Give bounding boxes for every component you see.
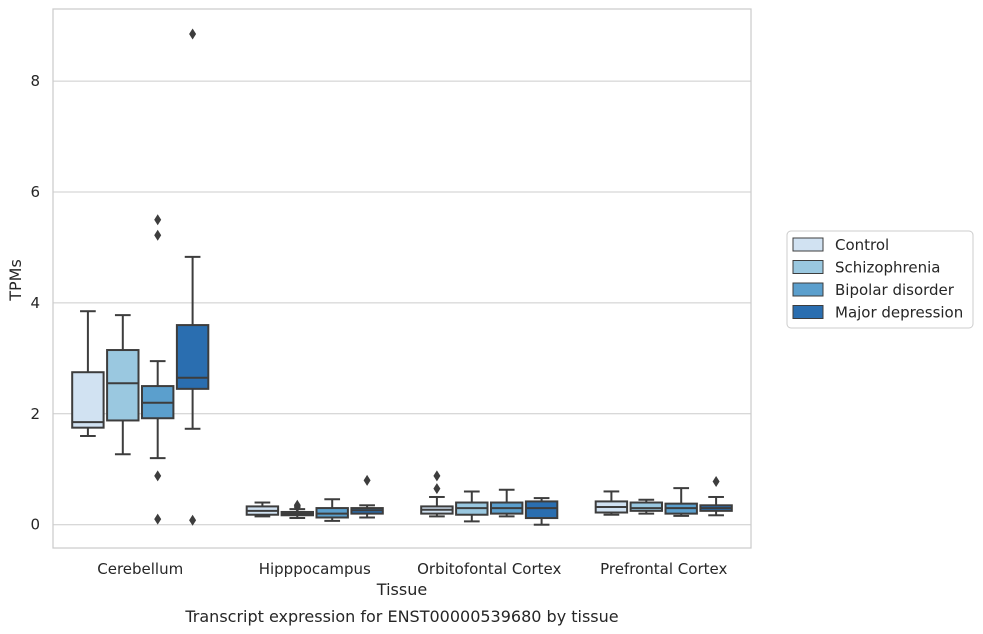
box-group	[524, 497, 559, 526]
plot-border	[52, 8, 752, 549]
outlier-point	[363, 474, 371, 486]
outlier-point	[154, 470, 162, 482]
y-tick-label: 2	[30, 405, 40, 423]
box-group	[280, 499, 315, 520]
box-group	[350, 474, 384, 519]
x-axis-title: Tissue	[376, 580, 427, 599]
x-axis-ticks: Cerebellum Hipppocampus Orbitofontal Corte…	[97, 560, 727, 578]
box-group	[664, 487, 698, 517]
box-group	[699, 475, 733, 517]
chart-caption: Transcript expression for ENST0000053968…	[184, 607, 618, 626]
y-tick-label: 4	[30, 294, 40, 312]
box-group	[245, 501, 280, 518]
outlier-point	[154, 229, 162, 241]
outlier-point	[293, 501, 301, 513]
legend-swatch	[792, 305, 824, 319]
box-group	[489, 488, 524, 518]
y-axis-ticks: 0 2 4 6 8	[30, 72, 40, 534]
legend-swatch	[792, 237, 824, 252]
box-group	[420, 470, 454, 518]
legend-label: Major depression	[835, 304, 963, 322]
box-marks	[71, 28, 733, 526]
y-tick-label: 6	[30, 183, 40, 201]
legend-swatch	[792, 260, 824, 274]
outlier-point	[189, 514, 197, 526]
legend-frame	[786, 230, 974, 329]
legend-label: Control	[835, 236, 889, 254]
box-group	[455, 490, 489, 523]
box-group	[629, 498, 664, 515]
outlier-point	[712, 475, 720, 487]
box-group	[315, 498, 349, 522]
x-tick-label: Cerebellum	[97, 560, 183, 578]
y-tick-label: 0	[30, 516, 40, 534]
plot-frame	[52, 8, 752, 549]
box-group	[175, 28, 210, 526]
legend-swatch	[792, 282, 824, 297]
x-tick-label: Hipppocampus	[259, 560, 371, 578]
outlier-point	[154, 513, 162, 525]
outlier-point	[433, 483, 441, 495]
box-group	[71, 310, 105, 437]
legend: Control Schizophrenia Bipolar disorder Majo…	[786, 230, 974, 329]
y-tick-label: 8	[30, 72, 40, 90]
box-group	[140, 214, 175, 525]
outlier-point	[189, 28, 197, 40]
legend-label: Bipolar disorder	[835, 281, 955, 299]
box	[175, 324, 210, 390]
box	[106, 349, 140, 422]
x-tick-label: Orbitofontal Cortex	[417, 560, 561, 578]
box	[71, 371, 105, 429]
box-group	[594, 490, 629, 516]
box-group	[106, 314, 140, 456]
outlier-point	[154, 214, 162, 226]
box	[629, 501, 664, 512]
box	[524, 500, 559, 520]
x-tick-label: Prefrontal Cortex	[600, 560, 727, 578]
outlier-point	[433, 470, 441, 482]
legend-label: Schizophrenia	[835, 259, 940, 277]
y-axis-title: TPMs	[6, 259, 25, 302]
